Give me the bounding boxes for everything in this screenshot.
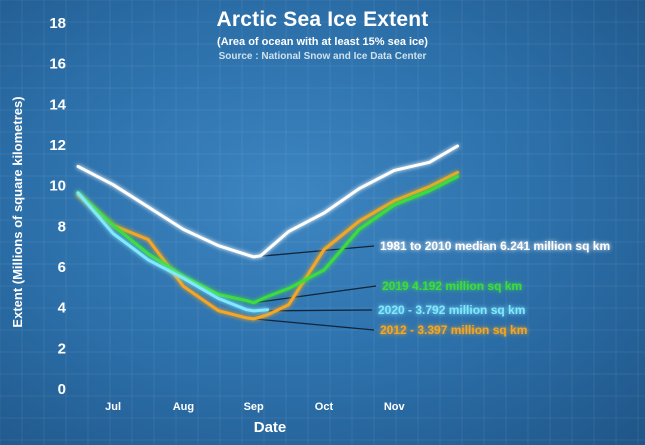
y-tick-label: 18: [49, 15, 66, 32]
series-annotation: 1981 to 2010 median 6.241 million sq km: [380, 239, 610, 253]
tick-labels: 0 2 4 6 8 10 12 14 16 18 Jul Aug Sep Oct Nov: [49, 15, 405, 413]
annotation-leader-line: [253, 318, 375, 331]
y-tick-label: 12: [49, 137, 66, 154]
x-axis-label: Date: [254, 419, 287, 436]
chart-subtitle: (Area of ocean with at least 15% sea ice…: [217, 36, 428, 48]
series-annotation: 2020 - 3.792 million sq km: [378, 303, 525, 317]
series-line-2020: [76, 191, 270, 313]
x-tick-label: Sep: [244, 401, 264, 413]
annotation-leader-line: [253, 245, 375, 258]
annotation-leader-line: [253, 309, 373, 312]
series-annotation: 2012 - 3.397 million sq km: [380, 323, 527, 337]
y-tick-label: 4: [58, 300, 67, 317]
y-tick-label: 8: [58, 218, 66, 235]
y-tick-label: 10: [49, 178, 66, 195]
y-tick-label: 2: [58, 340, 66, 357]
y-tick-label: 6: [58, 259, 66, 276]
series-line-2019: [76, 175, 459, 305]
annotations: 1981 to 2010 median 6.241 million sq km 2…: [378, 239, 610, 337]
x-tick-label: Oct: [315, 401, 334, 413]
x-tick-label: Jul: [105, 401, 121, 413]
annotation-leader-line: [253, 285, 377, 304]
y-tick-label: 0: [58, 381, 66, 398]
annotation-leaders: [253, 245, 377, 331]
series-line-2012: [76, 171, 459, 321]
x-tick-label: Aug: [173, 401, 194, 413]
chart-source: Source : National Snow and Ice Data Cent…: [218, 51, 427, 62]
y-tick-label: 14: [49, 96, 66, 113]
x-tick-label: Nov: [384, 401, 406, 413]
series-line-1981-to-2010-median: [76, 144, 459, 259]
chart-title: Arctic Sea Ice Extent: [216, 8, 429, 31]
axes: [76, 14, 468, 390]
y-tick-label: 16: [49, 56, 66, 73]
series-annotation: 2019 4.192 million sq km: [382, 279, 522, 293]
series-layer: [76, 144, 459, 321]
y-axis-label: Extent (Millions of square kilometres): [10, 96, 25, 327]
